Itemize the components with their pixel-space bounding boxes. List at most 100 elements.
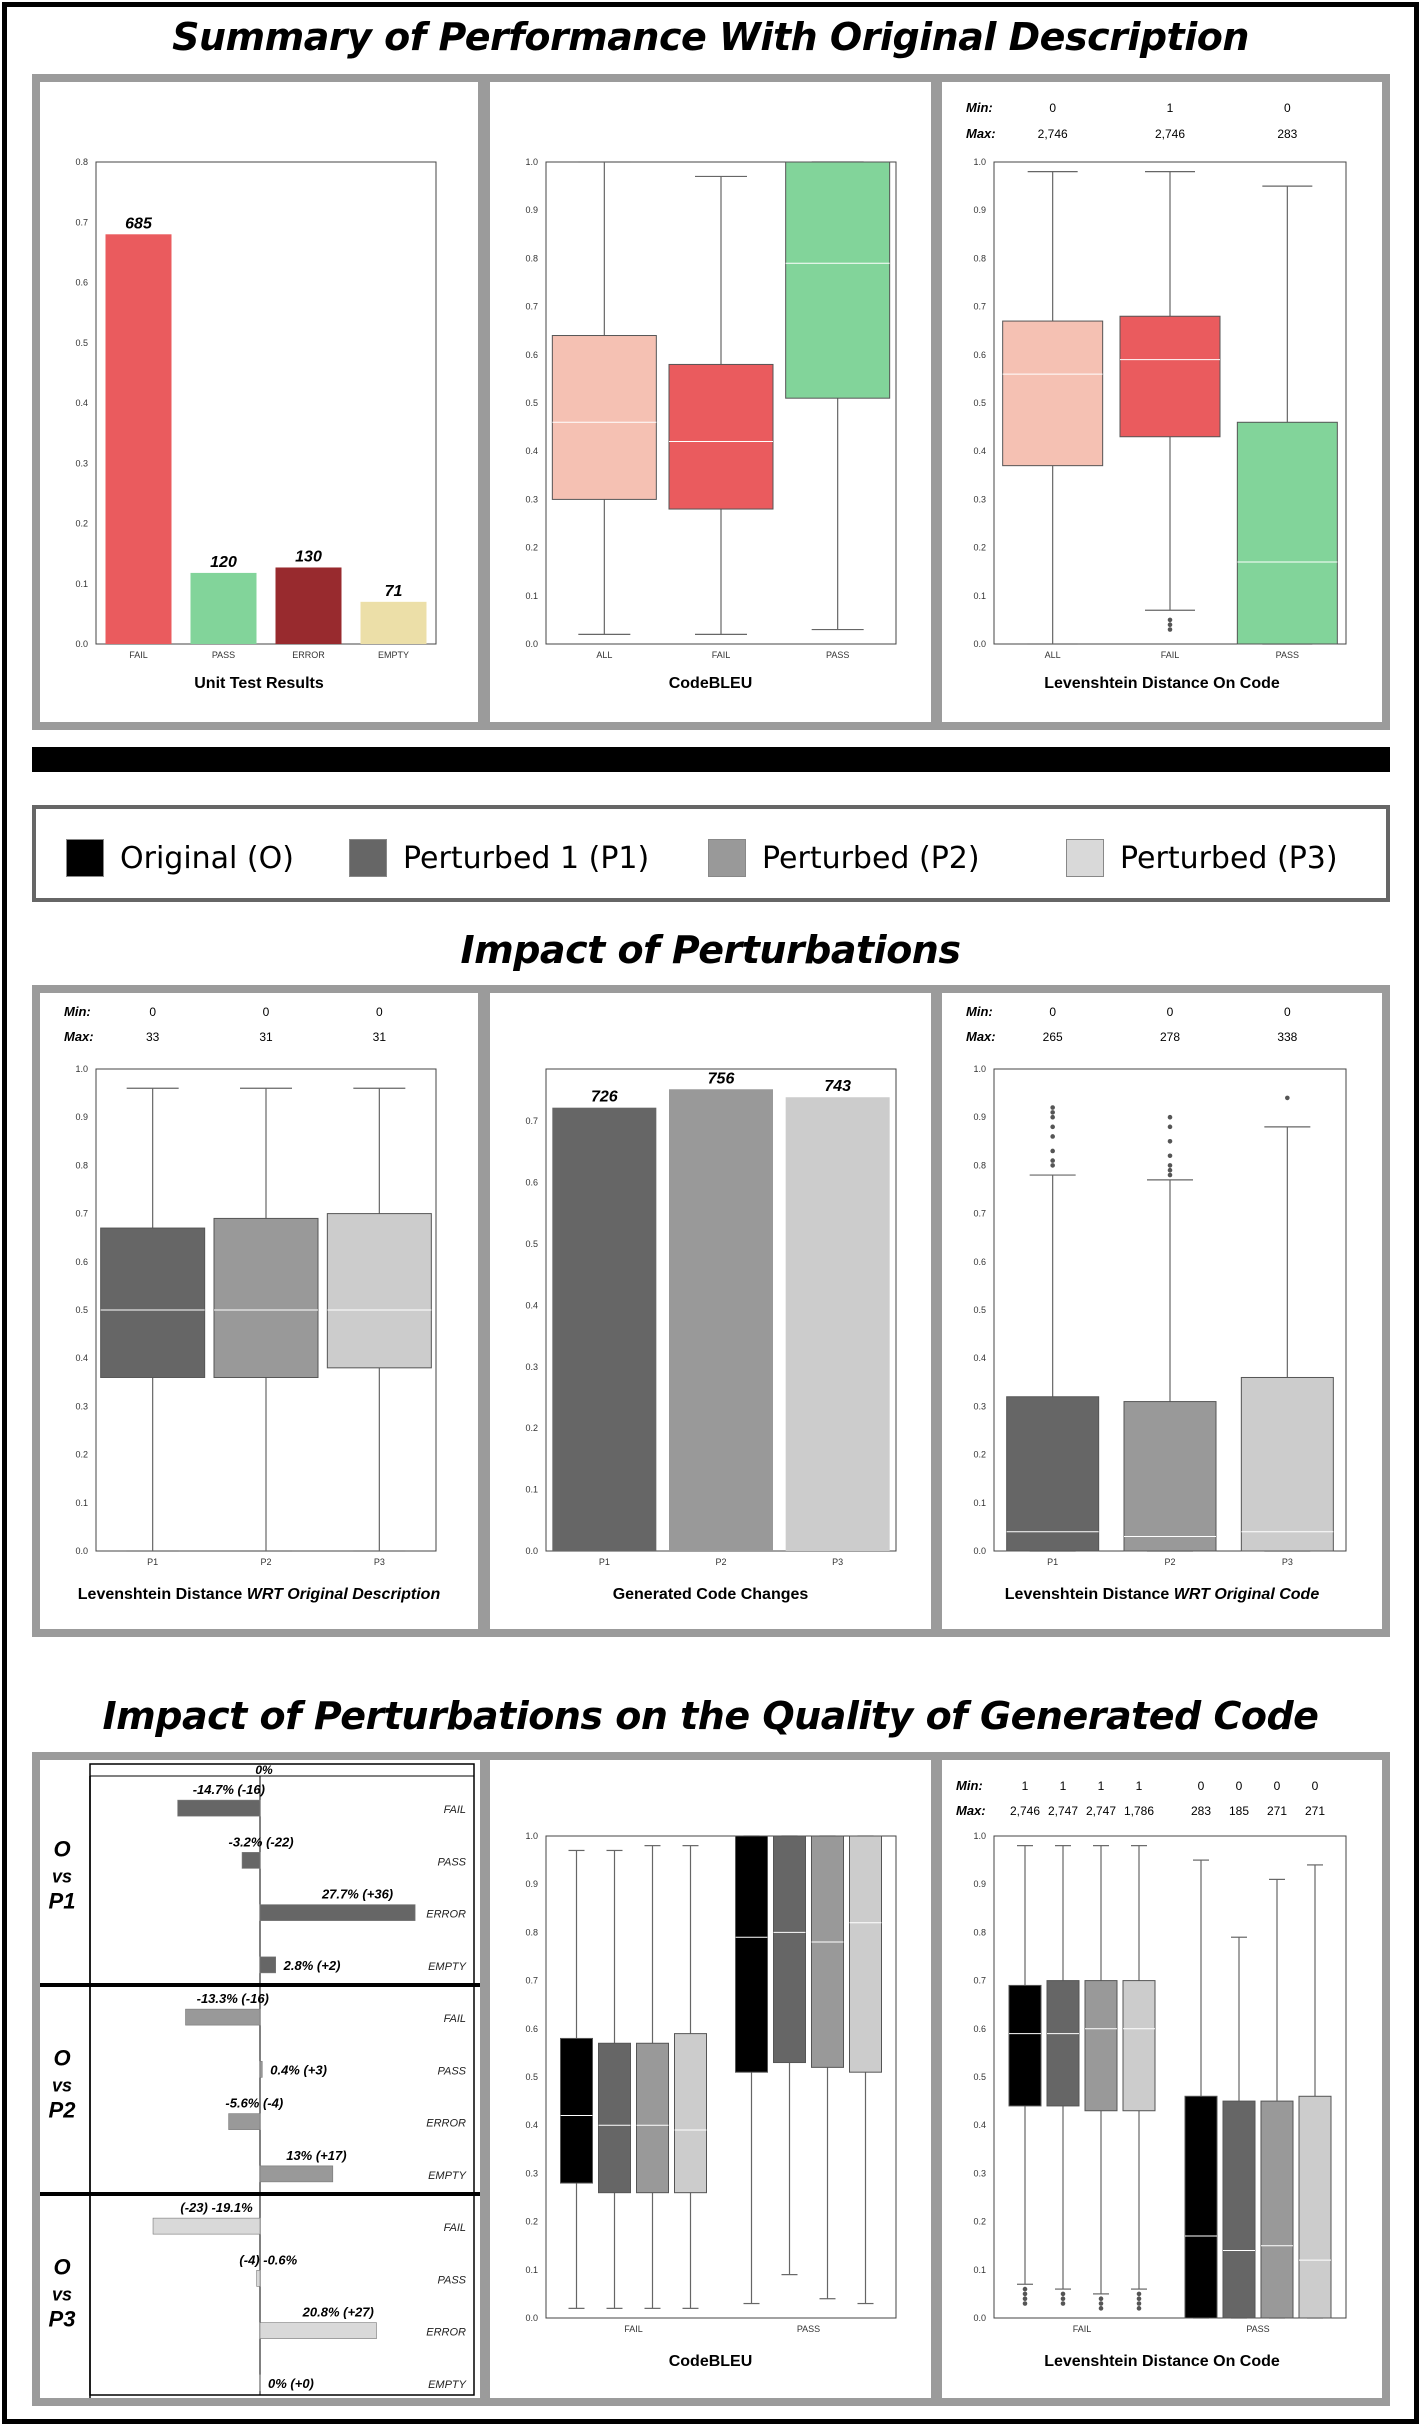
box: [326, 1213, 432, 1369]
y-tick-label: 0.4: [525, 2120, 538, 2130]
box: [773, 1835, 806, 2064]
levenshtein-grouped-panel: 0.0 0.1 0.2 0.3 0.4 0.5 0.6 0.7 0.8 0.9 1.0 FAIL PAS…: [942, 1760, 1382, 2398]
bar: [360, 601, 427, 644]
y-tick-label: 0.8: [525, 1927, 538, 1937]
y-tick-label: 0.0: [973, 1546, 986, 1556]
y-tick-label: 0.6: [75, 278, 88, 288]
max-value: 2,747: [1086, 1804, 1116, 1818]
y-tick-label: 0.9: [525, 205, 538, 215]
outlier-point: [1098, 2306, 1104, 2311]
generated-changes-panel: 0.0 0.1 0.2 0.3 0.4 0.5 0.6 0.7 726 P1 756 P2 743 P3 G…: [490, 993, 931, 1629]
y-tick-label: 0.4: [525, 446, 538, 456]
bar: [552, 1107, 657, 1551]
divergent-bar: [259, 2322, 377, 2339]
y-tick-label: 0.7: [973, 1209, 986, 1219]
y-tick-label: 0.6: [525, 350, 538, 360]
y-tick-label: 0.6: [973, 350, 986, 360]
y-tick-label: 0.9: [973, 1112, 986, 1122]
y-tick-label: 0.1: [75, 579, 88, 589]
x-tick-label: PASS: [1276, 650, 1299, 660]
min-value: 0: [1049, 101, 1056, 115]
divergent-bar: [259, 1904, 416, 1921]
y-tick-label: 0.9: [75, 1112, 88, 1122]
section-title-summary: Summary of Performance With Original Des…: [172, 15, 1249, 59]
levenshtein-description-panel: 0.0 0.1 0.2 0.3 0.4 0.5 0.6 0.7 0.8 0.9 1.0 P1 P2 P3 M…: [40, 993, 478, 1629]
zero-label: 0%: [255, 1763, 273, 1777]
x-tick-label: PASS: [212, 650, 235, 660]
x-axis-label: Levenshtein Distance On Code: [1044, 2353, 1280, 2370]
legend-swatch: [66, 839, 104, 877]
divergent-bar: [259, 2165, 334, 2183]
max-value: 271: [1267, 1804, 1287, 1818]
x-axis-label: Generated Code Changes: [613, 1586, 809, 1603]
bar-value-label: 71: [385, 583, 403, 600]
y-tick-label: 0.0: [75, 639, 88, 649]
x-tick-label: ALL: [1045, 650, 1061, 660]
max-value: 33: [146, 1030, 160, 1044]
group-label: P3: [49, 2307, 76, 2332]
max-value: 31: [373, 1030, 387, 1044]
divergent-bar: [256, 2270, 261, 2287]
box: [551, 335, 657, 500]
category-label: PASS: [437, 2065, 466, 2077]
box: [1184, 2095, 1218, 2319]
levenshtein-grouped-chart: 0.0 0.1 0.2 0.3 0.4 0.5 0.6 0.7 0.8 0.9 1.0 FAIL PAS…: [956, 1778, 1347, 2370]
levenshtein-description-chart: 0.0 0.1 0.2 0.3 0.4 0.5 0.6 0.7 0.8 0.9 1.0 P1 P2 P3 M…: [64, 1004, 440, 1603]
x-tick-label: P1: [147, 1557, 158, 1567]
max-value: 2,747: [1048, 1804, 1078, 1818]
outlier-point: [1167, 617, 1173, 623]
y-tick-label: 0.4: [75, 398, 88, 408]
y-tick-label: 0.8: [75, 1160, 88, 1170]
outlier-point: [1167, 1172, 1173, 1178]
levenshtein-code-chart: 0.0 0.1 0.2 0.3 0.4 0.5 0.6 0.7 0.8 0.9 1.0 P1 P2 P3 M…: [966, 1004, 1347, 1603]
box: [668, 363, 774, 510]
generated-changes-chart: 0.0 0.1 0.2 0.3 0.4 0.5 0.6 0.7 726 P1 756 P2 743 P3 G…: [525, 1068, 897, 1603]
min-value: 0: [1274, 1779, 1281, 1793]
group-label: O: [53, 2255, 70, 2280]
y-tick-label: 0.5: [973, 1305, 986, 1315]
y-tick-label: 0.4: [973, 446, 986, 456]
group-label: P2: [49, 2098, 77, 2123]
y-tick-label: 0.5: [973, 398, 986, 408]
box: [1260, 2100, 1294, 2319]
min-value: 0: [1284, 101, 1291, 115]
codebleu-chart: 0.0 0.1 0.2 0.3 0.4 0.5 0.6 0.7 0.8 0.9 1.0 ALL FAIL…: [525, 157, 897, 692]
min-label: Min:: [64, 1004, 91, 1019]
outlier-point: [1022, 2286, 1028, 2292]
max-label: Max:: [956, 1803, 986, 1818]
group-label: vs: [52, 2076, 72, 2096]
x-tick-label: FAIL: [1073, 2324, 1092, 2334]
divergent-bar: [152, 2217, 261, 2235]
y-tick-label: 0.2: [525, 1423, 538, 1433]
legend-swatch: [349, 839, 387, 877]
codebleu-panel: 0.0 0.1 0.2 0.3 0.4 0.5 0.6 0.7 0.8 0.9 1.0 ALL FAIL…: [490, 82, 931, 722]
bar: [105, 234, 172, 645]
min-value: 0: [1049, 1005, 1056, 1019]
box: [811, 1835, 844, 2068]
unit-test-chart: 0.0 0.1 0.2 0.3 0.4 0.5 0.6 0.7 0.8 685 FAIL 120 PAS…: [75, 157, 437, 692]
min-value: 0: [376, 1005, 383, 1019]
y-tick-label: 1.0: [973, 157, 986, 167]
y-tick-label: 0.9: [973, 1879, 986, 1889]
box: [598, 2042, 631, 2194]
y-tick-label: 0.7: [75, 1209, 88, 1219]
min-value: 0: [263, 1005, 270, 1019]
category-label: FAIL: [444, 2222, 466, 2234]
y-tick-label: 1.0: [525, 1831, 538, 1841]
outlier-point: [1060, 2301, 1066, 2306]
x-tick-label: ERROR: [292, 650, 325, 660]
y-tick-label: 1.0: [973, 1064, 986, 1074]
unit-test-panel: 0.0 0.1 0.2 0.3 0.4 0.5 0.6 0.7 0.8 685 FAIL 120 PAS…: [40, 82, 478, 722]
x-tick-label: P3: [374, 1557, 385, 1567]
box: [849, 1835, 882, 2073]
divergent-bar: [241, 1852, 261, 1869]
outlier-point: [1050, 1124, 1055, 1130]
bar: [785, 1097, 890, 1551]
min-label: Min:: [966, 1004, 993, 1019]
x-tick-label: PASS: [826, 650, 849, 660]
outlier-point: [1050, 1134, 1055, 1139]
bar-value-label: -13.3% (-16): [197, 1991, 269, 2006]
group-label: P1: [49, 1889, 76, 1914]
y-tick-label: 0.1: [525, 1485, 538, 1495]
